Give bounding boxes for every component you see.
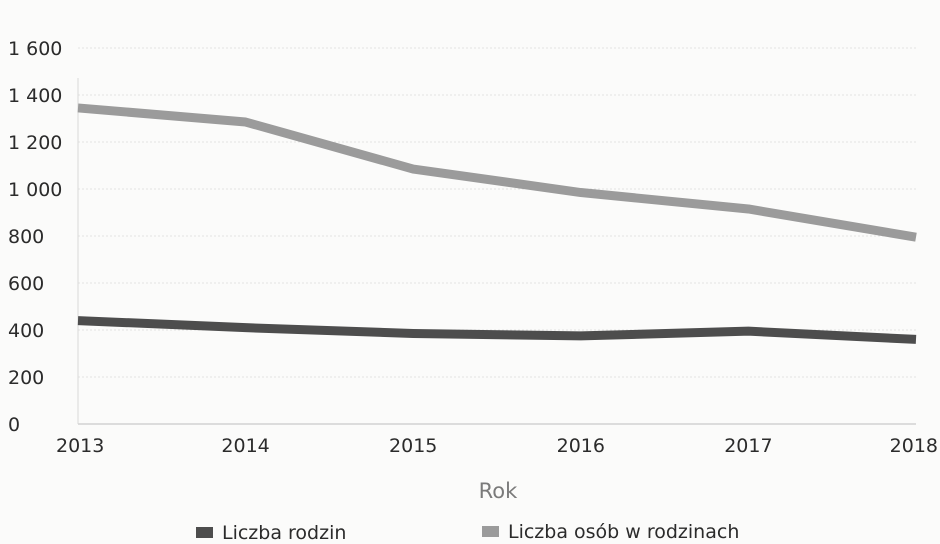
- y-tick-label: 600: [8, 273, 44, 295]
- y-tick-label: 1 600: [8, 38, 62, 60]
- legend-label-liczba-osob: Liczba osób w rodzinach: [508, 521, 739, 543]
- series-line-liczba-osob: [77, 103, 917, 242]
- x-tick-label: 2016: [557, 435, 605, 457]
- y-tick-label: 1 400: [8, 85, 62, 107]
- y-tick-label: 1 000: [8, 179, 62, 201]
- x-tick-label: 2013: [56, 435, 104, 457]
- legend-label-liczba-rodzin: Liczba rodzin: [222, 522, 346, 544]
- x-tick-label: 2014: [221, 435, 269, 457]
- y-tick-label: 200: [8, 367, 44, 389]
- y-tick-label: 400: [8, 320, 44, 342]
- x-axis-ticks: 2013 2014 2015 2016 2017 2018: [56, 435, 938, 457]
- series-lines: [77, 103, 917, 344]
- legend: Liczba rodzin Liczba osób w rodzinach: [196, 521, 739, 544]
- x-tick-label: 2015: [389, 435, 437, 457]
- x-axis-title: Rok: [479, 479, 518, 503]
- x-tick-label: 2018: [890, 435, 938, 457]
- y-axis-ticks: 0 200 400 600 800 1 000 1 200 1 400 1 600: [8, 38, 62, 436]
- series-line-liczba-rodzin: [77, 316, 917, 344]
- legend-swatch-liczba-rodzin: [196, 527, 213, 538]
- x-tick-label: 2017: [724, 435, 772, 457]
- y-tick-label: 800: [8, 226, 44, 248]
- y-tick-label: 1 200: [8, 132, 62, 154]
- y-tick-label: 0: [8, 414, 20, 436]
- legend-swatch-liczba-osob: [482, 526, 499, 537]
- grid-lines: [77, 47, 916, 425]
